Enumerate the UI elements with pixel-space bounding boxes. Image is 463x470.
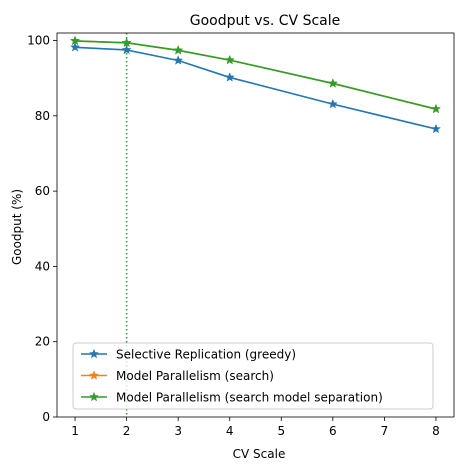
legend-item: Selective Replication (greedy) xyxy=(81,348,296,362)
data-point xyxy=(121,44,132,55)
data-point xyxy=(430,103,442,114)
y-tick-label: 80 xyxy=(35,109,50,123)
series-3 xyxy=(69,35,442,114)
data-point xyxy=(121,37,132,48)
y-tick-label: 0 xyxy=(42,410,50,424)
data-point xyxy=(69,35,81,46)
y-tick-label: 100 xyxy=(27,34,50,48)
x-axis: 1 2 3 4 5 6 7 8 xyxy=(71,417,440,438)
data-point xyxy=(173,45,184,55)
data-point xyxy=(224,54,235,65)
x-tick-label: 6 xyxy=(329,424,337,438)
legend-box xyxy=(72,342,434,410)
x-tick-label: 4 xyxy=(226,424,234,438)
legend-item: Model Parallelism (search) xyxy=(81,369,274,383)
y-tick-label: 60 xyxy=(35,184,50,198)
data-point xyxy=(69,41,81,52)
x-axis-label: CV Scale xyxy=(233,447,286,461)
series-line xyxy=(75,40,437,110)
legend-marker xyxy=(88,348,100,359)
legend-label: Selective Replication (greedy) xyxy=(116,348,296,362)
y-tick-label: 20 xyxy=(35,335,50,349)
data-point xyxy=(327,98,338,109)
legend-label: Model Parallelism (search model separati… xyxy=(116,391,383,405)
axes-frame xyxy=(56,32,455,418)
y-axis-label: Goodput (%) xyxy=(10,189,24,265)
legend-item: Model Parallelism (search model separati… xyxy=(81,391,383,405)
data-point xyxy=(327,78,338,88)
chart-title: Goodput vs. CV Scale xyxy=(190,13,341,29)
x-tick-label: 1 xyxy=(71,424,79,438)
data-point xyxy=(224,72,235,82)
legend-marker xyxy=(88,370,100,380)
series-1 xyxy=(69,41,442,134)
legend-marker xyxy=(88,391,100,402)
y-axis: 0 20 40 60 80 100 xyxy=(27,34,57,424)
data-point xyxy=(430,123,442,134)
legend-label: Model Parallelism (search) xyxy=(116,369,274,383)
legend: Selective Replication (greedy) Model Para… xyxy=(72,342,434,410)
data-point xyxy=(173,55,184,65)
x-tick-label: 2 xyxy=(123,424,131,438)
x-tick-label: 8 xyxy=(432,424,440,438)
x-tick-label: 7 xyxy=(381,424,389,438)
x-tick-label: 5 xyxy=(277,424,285,438)
x-tick-label: 3 xyxy=(174,424,182,438)
y-tick-label: 40 xyxy=(35,259,50,273)
series-line xyxy=(75,46,437,130)
